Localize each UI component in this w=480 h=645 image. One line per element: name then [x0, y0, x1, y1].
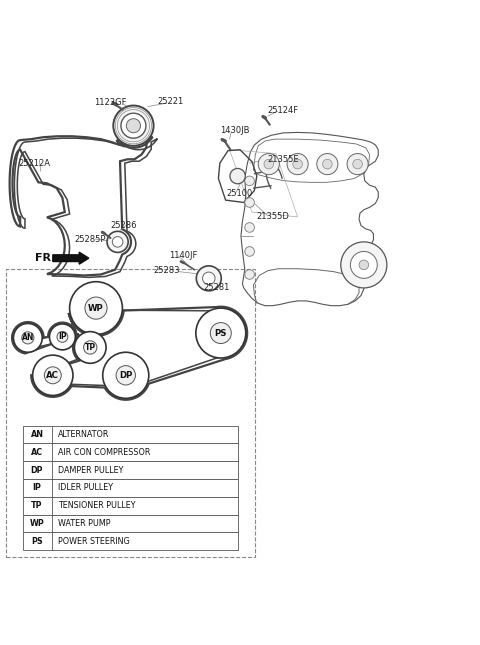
Text: 25124F: 25124F — [268, 106, 299, 115]
Circle shape — [112, 237, 123, 247]
Text: 21355E: 21355E — [267, 155, 299, 164]
Text: 25212A: 25212A — [19, 159, 50, 168]
Circle shape — [210, 322, 231, 344]
Text: WATER PUMP: WATER PUMP — [58, 519, 110, 528]
Circle shape — [347, 154, 368, 175]
Text: AN: AN — [30, 430, 44, 439]
Bar — [23, 461, 238, 479]
Circle shape — [196, 266, 221, 291]
Text: 25100: 25100 — [226, 190, 252, 199]
Circle shape — [196, 308, 246, 358]
Circle shape — [33, 355, 73, 395]
Circle shape — [230, 168, 245, 184]
Text: PS: PS — [215, 328, 227, 337]
Circle shape — [245, 270, 254, 279]
Text: FR.: FR. — [35, 253, 55, 263]
Circle shape — [113, 106, 154, 146]
Circle shape — [203, 272, 215, 284]
Circle shape — [245, 223, 254, 232]
Text: 25283: 25283 — [154, 266, 180, 275]
Circle shape — [359, 260, 369, 270]
Text: 1430JB: 1430JB — [220, 126, 250, 135]
Circle shape — [287, 154, 308, 175]
Circle shape — [121, 114, 146, 138]
Text: 25281: 25281 — [204, 283, 230, 292]
Text: TP: TP — [84, 343, 96, 352]
Text: PS: PS — [31, 537, 43, 546]
Circle shape — [85, 297, 107, 319]
Circle shape — [341, 242, 387, 288]
Bar — [23, 479, 238, 497]
Text: IP: IP — [33, 483, 41, 492]
Bar — [23, 426, 238, 444]
Text: ALTERNATOR: ALTERNATOR — [58, 430, 109, 439]
Text: IDLER PULLEY: IDLER PULLEY — [58, 483, 113, 492]
FancyArrow shape — [53, 252, 89, 264]
Text: TP: TP — [31, 501, 43, 510]
Bar — [6, 269, 255, 557]
Text: POWER STEERING: POWER STEERING — [58, 537, 129, 546]
Circle shape — [74, 332, 106, 363]
Circle shape — [245, 176, 254, 186]
Bar — [23, 444, 238, 461]
Text: 1123GF: 1123GF — [94, 98, 127, 107]
Text: TENSIONER PULLEY: TENSIONER PULLEY — [58, 501, 135, 510]
Text: WP: WP — [88, 304, 104, 313]
Circle shape — [13, 323, 42, 352]
Text: WP: WP — [30, 519, 44, 528]
Circle shape — [116, 366, 135, 385]
Bar — [23, 497, 238, 515]
Circle shape — [49, 324, 75, 350]
Text: 25286: 25286 — [110, 221, 137, 230]
Circle shape — [293, 159, 302, 169]
Circle shape — [258, 154, 279, 175]
Text: AC: AC — [31, 448, 43, 457]
Text: DAMPER PULLEY: DAMPER PULLEY — [58, 466, 123, 475]
Text: 1140JF: 1140JF — [169, 251, 198, 260]
Text: DP: DP — [119, 371, 132, 380]
Circle shape — [245, 198, 254, 207]
Text: AC: AC — [47, 371, 59, 380]
Circle shape — [57, 332, 68, 342]
Circle shape — [126, 119, 141, 133]
Circle shape — [70, 282, 122, 335]
Circle shape — [84, 341, 97, 354]
Circle shape — [103, 352, 149, 399]
Circle shape — [107, 232, 128, 252]
Circle shape — [350, 252, 377, 279]
Text: AIR CON COMPRESSOR: AIR CON COMPRESSOR — [58, 448, 150, 457]
Circle shape — [353, 159, 362, 169]
Text: 25221: 25221 — [157, 97, 183, 106]
Text: DP: DP — [31, 466, 43, 475]
Text: IP: IP — [58, 332, 67, 341]
Text: 25285P: 25285P — [74, 235, 106, 244]
Text: AN: AN — [22, 333, 34, 342]
Circle shape — [245, 246, 254, 256]
Circle shape — [317, 154, 338, 175]
Bar — [23, 532, 238, 550]
Circle shape — [323, 159, 332, 169]
Circle shape — [44, 367, 61, 384]
Text: 21355D: 21355D — [256, 212, 289, 221]
Circle shape — [264, 159, 274, 169]
Bar — [23, 515, 238, 532]
Circle shape — [22, 332, 34, 344]
